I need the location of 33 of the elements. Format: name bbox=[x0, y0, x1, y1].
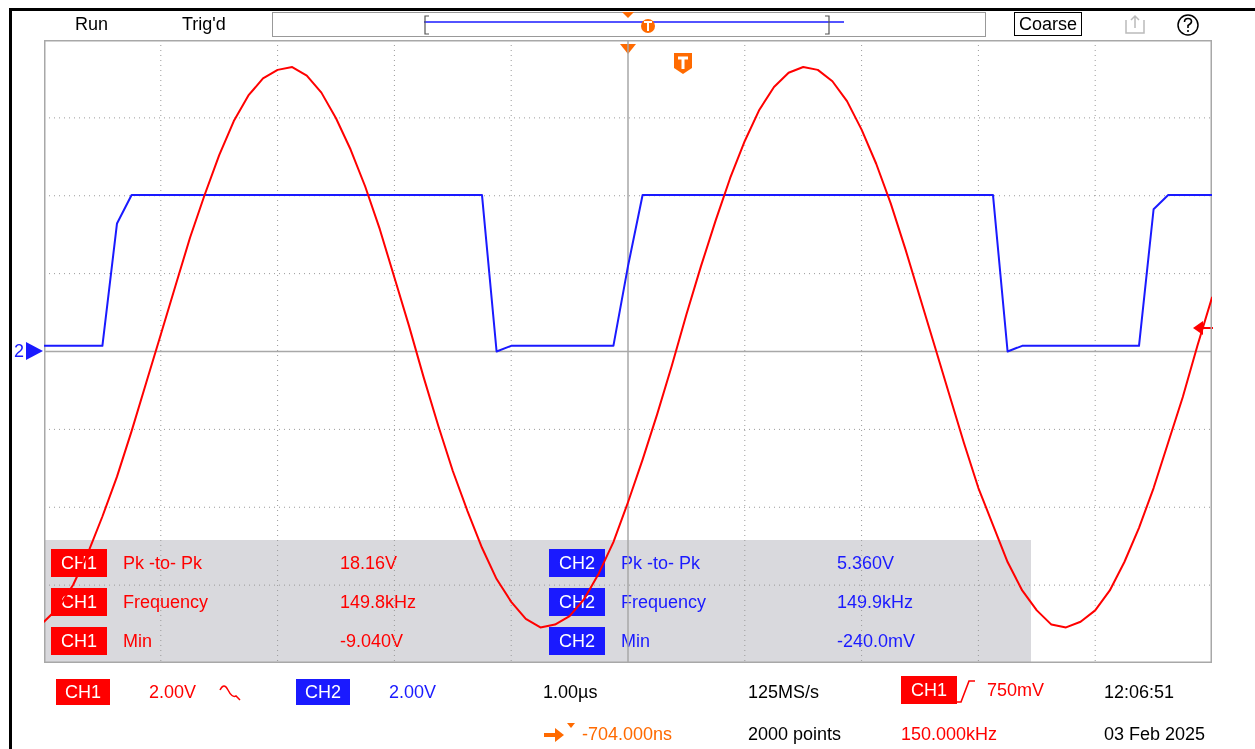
text: 150.000kHz bbox=[901, 723, 998, 745]
text: 125MS/s bbox=[748, 681, 820, 703]
annotation: Pk -to- Pk bbox=[621, 552, 701, 574]
annotation: 18.16V bbox=[340, 552, 398, 574]
text: 750mV bbox=[987, 679, 1045, 701]
text: -240.0mV bbox=[837, 630, 916, 652]
annotation: CH2 bbox=[549, 549, 606, 577]
text: CH2 bbox=[296, 679, 351, 705]
text: 2.00V bbox=[149, 681, 197, 703]
text: CH1 bbox=[56, 679, 111, 705]
annotation: 149.9kHz bbox=[837, 591, 914, 613]
annotation: 149.8kHz bbox=[340, 591, 417, 613]
text: 2000 points bbox=[748, 723, 842, 745]
annotation: 5.360V bbox=[837, 552, 895, 574]
annotation: Pk -to- Pk bbox=[123, 552, 203, 574]
annotation: Frequency bbox=[123, 591, 209, 613]
text: CH2 bbox=[549, 627, 606, 655]
text: 1.00µs bbox=[543, 681, 598, 703]
text: 2.00V bbox=[389, 681, 437, 703]
annotation: CH1 bbox=[51, 588, 108, 616]
text: Coarse bbox=[1014, 12, 1083, 36]
text: 03 Feb 2025 bbox=[1104, 723, 1206, 745]
text: -9.040V bbox=[340, 630, 404, 652]
annotation: Frequency bbox=[621, 591, 707, 613]
text: Min bbox=[123, 630, 153, 652]
text: CH1 bbox=[901, 676, 958, 704]
text: Min bbox=[621, 630, 651, 652]
text: -704.000ns bbox=[582, 723, 673, 745]
text: 2 bbox=[14, 340, 25, 362]
text: Trig'd bbox=[182, 13, 226, 35]
text: CH1 bbox=[51, 627, 108, 655]
text: Run bbox=[75, 13, 109, 35]
text: 12:06:51 bbox=[1104, 681, 1175, 703]
